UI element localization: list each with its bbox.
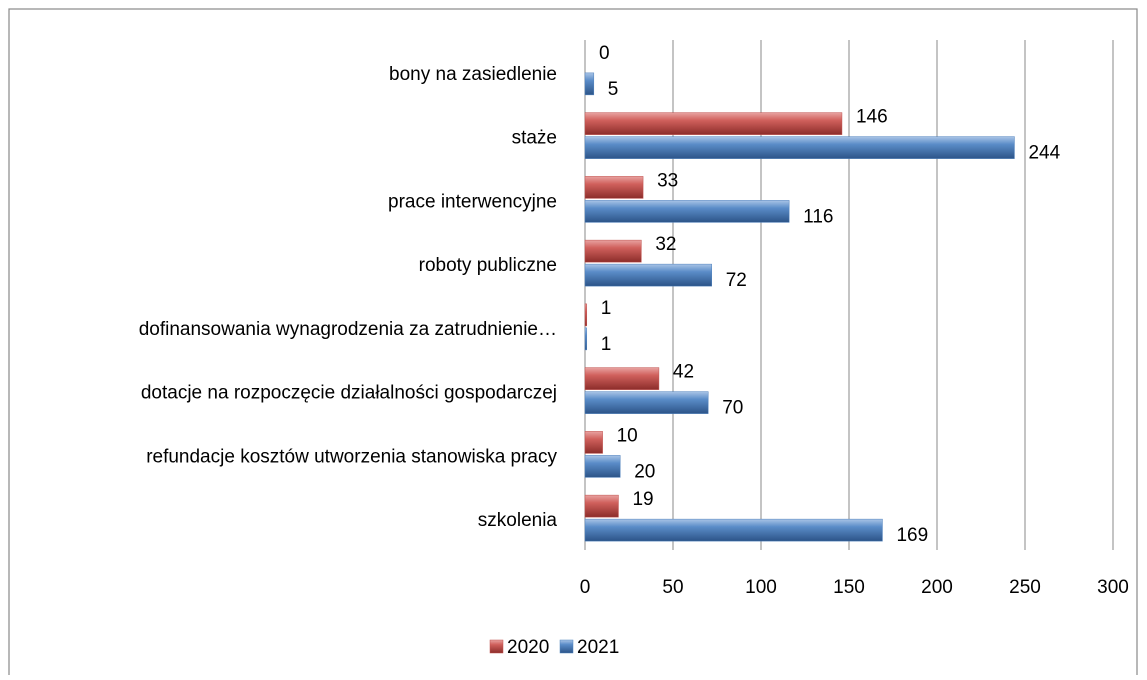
y-tick-label: szkolenia: [478, 510, 558, 531]
data-label: 244: [1028, 143, 1060, 164]
x-tick-label: 100: [745, 577, 777, 598]
bar: [584, 367, 660, 390]
data-label: 5: [608, 79, 619, 100]
data-label: 169: [896, 525, 928, 546]
bar: [584, 518, 883, 542]
legend-label: 2021: [577, 637, 619, 658]
y-tick-label: roboty publiczne: [419, 255, 557, 276]
data-label: 1: [601, 298, 612, 319]
data-label: 72: [726, 270, 747, 291]
bar: [584, 391, 709, 414]
x-tick-label: 200: [921, 577, 953, 598]
data-label: 33: [657, 170, 678, 191]
bar: [584, 455, 621, 478]
y-tick-label: staże: [512, 128, 557, 149]
bar: [584, 112, 843, 135]
chart-border: [8, 8, 1138, 680]
x-tick-label: 50: [662, 577, 683, 598]
data-label: 19: [632, 489, 653, 510]
data-label: 146: [856, 107, 888, 128]
y-tick-label: prace interwencyjne: [388, 191, 557, 212]
bar: [584, 72, 595, 96]
x-tick-label: 150: [833, 577, 865, 598]
bar: [584, 176, 644, 199]
legend-label: 2020: [507, 637, 549, 658]
data-label: 32: [655, 234, 676, 255]
data-label: 10: [617, 425, 638, 446]
bar: [584, 431, 603, 454]
bar: [584, 200, 790, 223]
data-label: 1: [601, 334, 612, 355]
data-label: 42: [673, 362, 694, 383]
bar: [584, 494, 619, 518]
bar: [584, 303, 588, 327]
y-tick-label: bony na zasiedlenie: [389, 64, 557, 85]
data-label: 116: [803, 206, 833, 227]
bar: [584, 136, 1015, 159]
x-tick-label: 250: [1009, 577, 1041, 598]
data-label: 0: [599, 43, 610, 64]
y-tick-label: refundacje kosztów utworzenia stanowiska…: [146, 446, 557, 467]
y-tick-label: dofinansowania wynagrodzenia za zatrudni…: [139, 319, 557, 340]
bar: [584, 327, 588, 351]
x-tick-label: 0: [580, 577, 591, 598]
bar: [584, 263, 712, 287]
data-label: 70: [722, 398, 743, 419]
bar: [584, 239, 642, 263]
data-label: 20: [634, 461, 655, 482]
x-tick-label: 300: [1097, 577, 1129, 598]
legend-swatch: [489, 639, 504, 654]
y-tick-label: dotacje na rozpoczęcie działalności gosp…: [141, 383, 557, 404]
legend-swatch: [559, 639, 574, 654]
